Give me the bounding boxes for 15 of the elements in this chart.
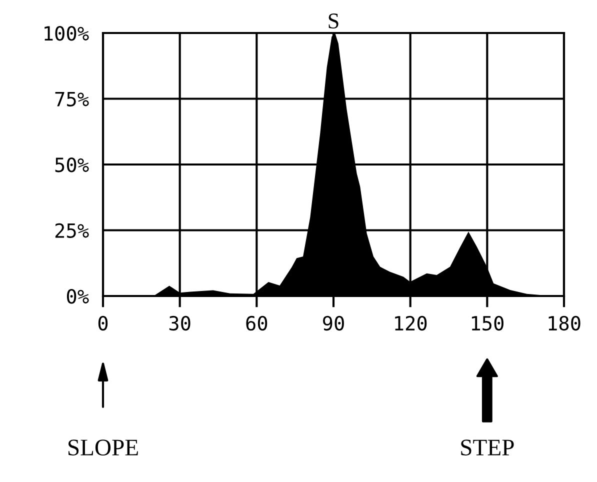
x-tick-label: 180	[548, 316, 580, 331]
x-tick-label: 60	[246, 316, 268, 331]
x-tick-label: 90	[323, 316, 344, 331]
text: STEP	[461, 440, 514, 456]
x-tick-label: 120	[395, 316, 427, 331]
y-tick-label: 0%	[66, 289, 89, 304]
y-tick-label: 50%	[55, 158, 89, 172]
y-tick-label: 75%	[55, 92, 89, 106]
text: SLOPE	[68, 440, 138, 456]
x-tick-label: 0	[98, 316, 108, 331]
y-tick-label: 25%	[55, 223, 89, 238]
x-tick-label: 30	[169, 316, 190, 331]
y-tick-label: 100%	[44, 26, 89, 41]
chart-title: S	[328, 14, 338, 28]
x-tick-label: 150	[472, 316, 504, 331]
